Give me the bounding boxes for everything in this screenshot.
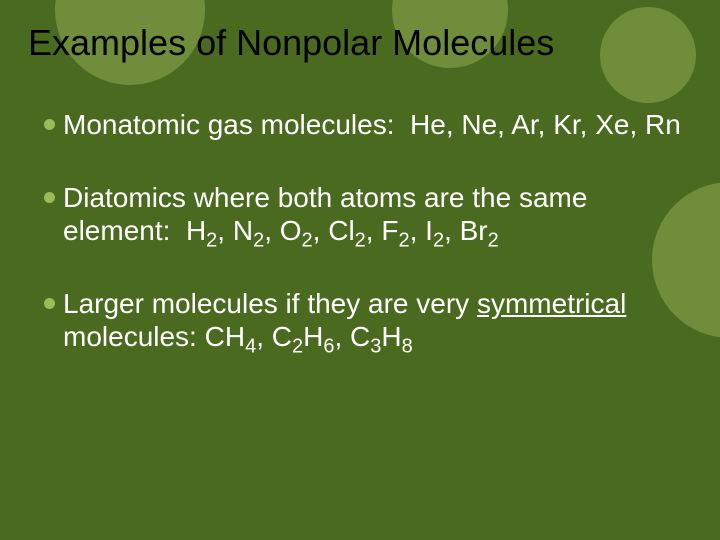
- circle-icon: [44, 298, 55, 309]
- bullet-item: Diatomics where both atoms are the same …: [42, 181, 682, 247]
- bullet-marker: [42, 108, 63, 141]
- slide-title: Examples of Nonpolar Molecules: [28, 22, 554, 64]
- circle-icon: [44, 192, 55, 203]
- bullet-marker: [42, 287, 63, 320]
- bullet-list: Monatomic gas molecules: He, Ne, Ar, Kr,…: [42, 108, 682, 353]
- bullet-item: Larger molecules if they are very symmet…: [42, 287, 682, 353]
- bullet-marker: [42, 181, 63, 214]
- circle-icon: [44, 119, 55, 130]
- bullet-item: Monatomic gas molecules: He, Ne, Ar, Kr,…: [42, 108, 682, 141]
- bullet-text: Diatomics where both atoms are the same …: [63, 181, 682, 247]
- bullet-text: Larger molecules if they are very symmet…: [63, 287, 682, 353]
- bg-circle: [600, 7, 696, 103]
- slide: Examples of Nonpolar Molecules Monatomic…: [0, 0, 720, 540]
- bullet-text: Monatomic gas molecules: He, Ne, Ar, Kr,…: [63, 108, 682, 141]
